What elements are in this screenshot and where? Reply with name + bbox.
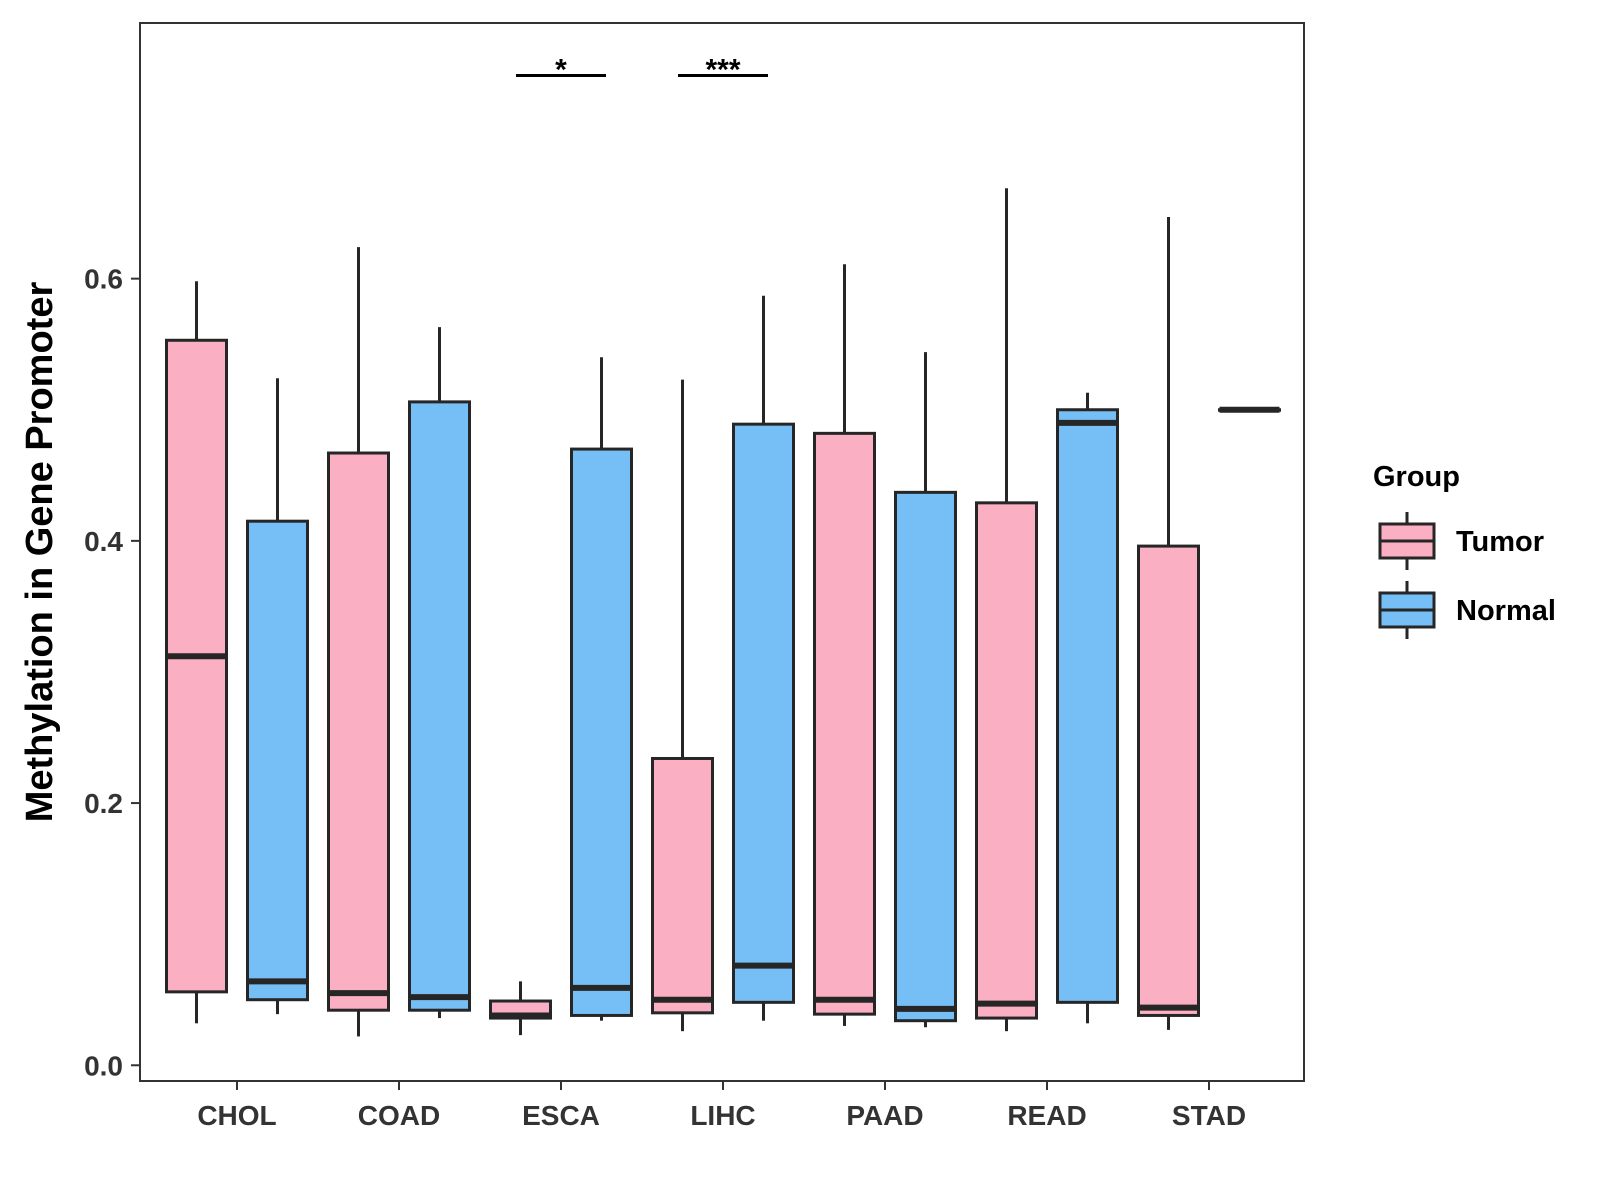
box-body	[813, 431, 876, 1016]
x-tick-label: PAAD	[846, 1100, 923, 1131]
box-normal-lihc	[732, 295, 795, 1021]
box-normal-stad	[1218, 406, 1281, 413]
box-tumor-lihc	[651, 379, 714, 1032]
box-normal-paad	[894, 352, 957, 1028]
legend: Group Tumor Normal	[1373, 461, 1556, 639]
y-axis-title: Methylation in Gene Promoter	[19, 282, 61, 823]
box-normal-esca	[570, 357, 633, 1021]
box-body	[975, 501, 1038, 1020]
legend-item-normal: Normal	[1378, 581, 1556, 639]
y-tick-label: 0.6	[84, 264, 123, 295]
box-tumor-stad	[1137, 217, 1200, 1030]
box-normal-coad	[408, 327, 471, 1019]
x-tick-label: COAD	[358, 1100, 440, 1131]
box-tumor-read	[975, 188, 1038, 1032]
box-body	[570, 447, 633, 1017]
box-normal-read	[1056, 392, 1119, 1024]
box-body	[732, 422, 795, 1004]
plot-panel	[139, 22, 1305, 1082]
box-body	[651, 756, 714, 1015]
legend-title: Group	[1373, 461, 1460, 493]
box-normal-chol	[246, 378, 309, 1015]
box-body	[1137, 544, 1200, 1017]
boxes-layer	[165, 188, 1281, 1037]
y-tick-label: 0.4	[84, 526, 123, 557]
x-tick-label: READ	[1007, 1100, 1086, 1131]
box-tumor-coad	[327, 247, 390, 1037]
x-axis: CHOL COAD ESCA LIHC PAAD READ STAD	[197, 1081, 1246, 1131]
box-body	[1056, 408, 1119, 1004]
y-tick-label: 0.0	[84, 1050, 123, 1081]
x-tick-label: CHOL	[197, 1100, 276, 1131]
box-body	[408, 400, 471, 1012]
significance-layer: * ***	[516, 53, 768, 86]
box-body	[894, 490, 957, 1023]
significance-label: ***	[705, 53, 740, 86]
box-tumor-paad	[813, 264, 876, 1026]
y-axis: 0.0 0.2 0.4 0.6	[84, 264, 140, 1081]
x-tick-label: LIHC	[690, 1100, 755, 1131]
y-tick-label: 0.2	[84, 788, 123, 819]
box-body	[327, 451, 390, 1012]
legend-label: Normal	[1456, 595, 1556, 627]
box-tumor-chol	[165, 281, 228, 1024]
legend-label: Tumor	[1456, 526, 1544, 558]
significance-label: *	[555, 53, 567, 86]
x-tick-label: ESCA	[522, 1100, 600, 1131]
box-body	[246, 519, 309, 1002]
box-body	[165, 338, 228, 994]
legend-item-tumor: Tumor	[1378, 512, 1544, 570]
x-tick-label: STAD	[1172, 1100, 1246, 1131]
box-tumor-esca	[489, 981, 552, 1036]
